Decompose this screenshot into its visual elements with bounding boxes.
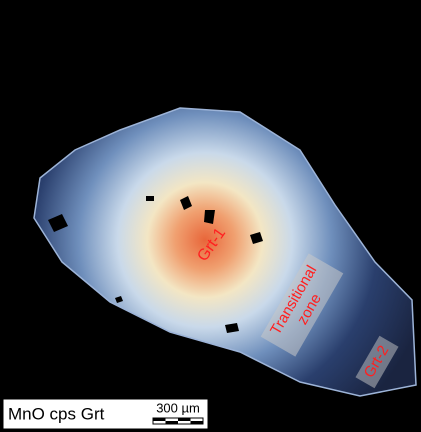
scale-label: 300 µm: [156, 400, 200, 415]
scale-bar: [153, 418, 166, 421]
legend: MnO cps Grt 300 µm: [3, 399, 208, 429]
scale-bar: [191, 421, 204, 424]
scale-bar: [166, 421, 179, 424]
xray-map: Grt-1 Transitional zone Grt-2 MnO cps Gr…: [0, 0, 421, 432]
scale-bar: [178, 418, 191, 421]
legend-title: MnO cps Grt: [8, 404, 105, 423]
